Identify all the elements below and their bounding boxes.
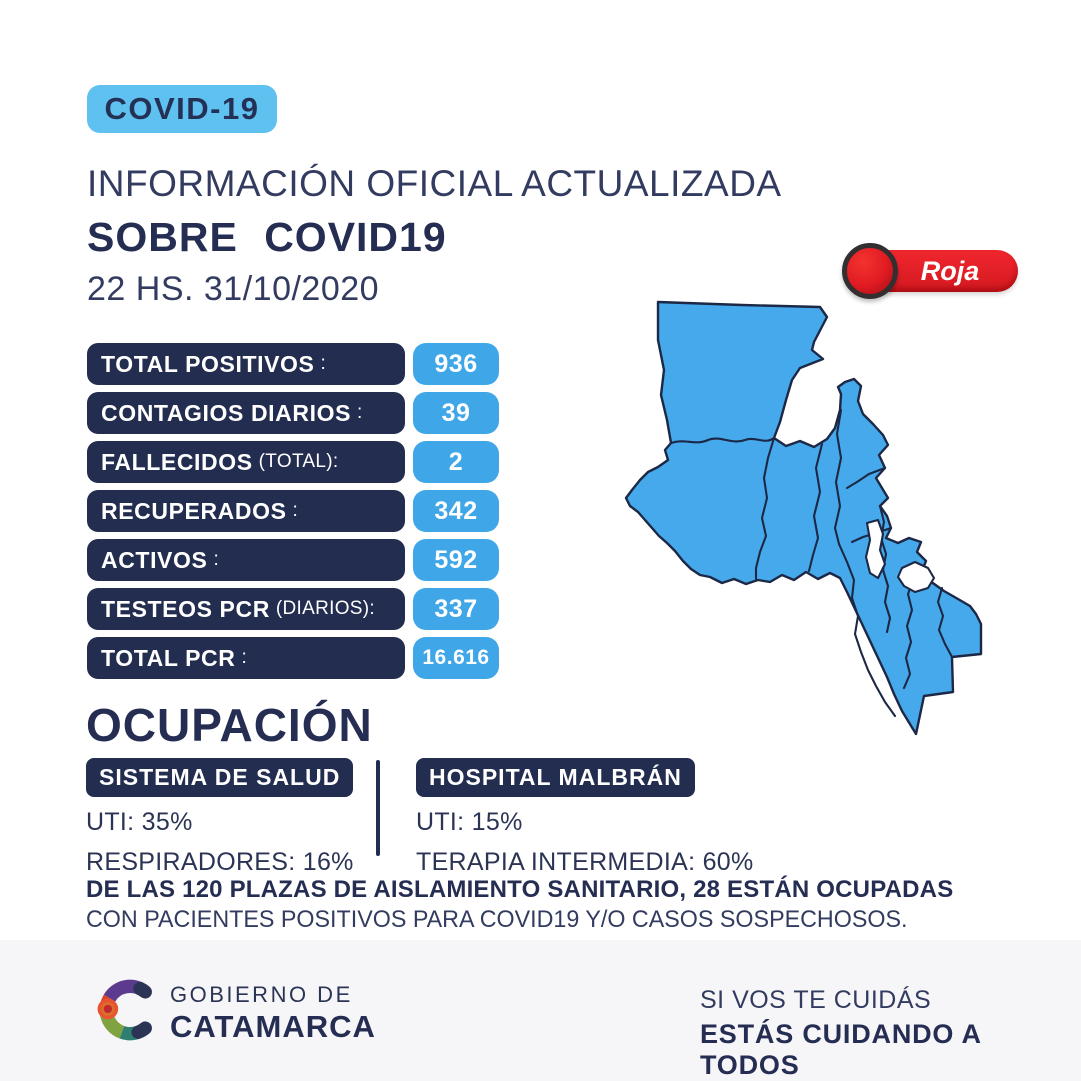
stat-label-note: (DIARIOS): <box>275 598 375 619</box>
stat-row: CONTAGIOS DIARIOS : 39 <box>87 392 587 434</box>
stat-label-note: (TOTAL): <box>258 451 339 472</box>
occupation-title: OCUPACIÓN <box>86 699 373 751</box>
stat-label: TESTEOS PCR <box>101 595 270 622</box>
stat-row: TOTAL PCR : 16.616 <box>87 637 587 679</box>
occupation-stat-line: RESPIRADORES: 16% <box>86 848 354 876</box>
stats-list: TOTAL POSITIVOS : 936 CONTAGIOS DIARIOS … <box>87 343 587 686</box>
stat-label-note: : <box>320 353 327 374</box>
footer-slogan: SI VOS TE CUIDÁS ESTÁS CUIDANDO A TODOS <box>700 986 1081 1081</box>
occupation-column-lines: UTI: 35% RESPIRADORES: 16% <box>86 808 378 877</box>
stat-value: 592 <box>413 539 499 581</box>
occupation-column-header: HOSPITAL MALBRÁN <box>416 758 695 797</box>
occupation-column-header: SISTEMA DE SALUD <box>86 758 354 797</box>
isolation-note-bold: DE LAS 120 PLAZAS DE AISLAMIENTO SANITAR… <box>86 876 954 903</box>
stat-label-note: : <box>357 402 363 423</box>
stat-label: ACTIVOS <box>101 546 208 573</box>
stat-value: 39 <box>413 392 499 434</box>
occupation-column: HOSPITAL MALBRÁN UTI: 15% TERAPIA INTERME… <box>416 758 754 877</box>
occupation-column: SISTEMA DE SALUD UTI: 35% RESPIRADORES: 1… <box>86 758 378 877</box>
stat-value: 342 <box>413 490 499 532</box>
stat-label: FALLECIDOS <box>101 448 253 475</box>
stat-label-box: TOTAL PCR : <box>87 637 405 679</box>
occupation-stat-line: TERAPIA INTERMEDIA: 60% <box>416 848 754 876</box>
department-borders <box>669 408 954 718</box>
stat-label: RECUPERADOS <box>101 497 287 524</box>
occupation-columns: SISTEMA DE SALUD UTI: 35% RESPIRADORES: 1… <box>86 758 786 877</box>
stat-row: TOTAL POSITIVOS : 936 <box>87 343 587 385</box>
report-datetime: 22 HS. 31/10/2020 <box>87 270 380 308</box>
stat-row: TESTEOS PCR (DIARIOS): 337 <box>87 588 587 630</box>
page-subtitle: SOBRE COVID19 <box>87 214 447 260</box>
government-logo-text: GOBIERNO DE CATAMARCA <box>170 982 376 1045</box>
stat-label-note: : <box>213 549 220 570</box>
stat-value: 2 <box>413 441 499 483</box>
logo-line1: GOBIERNO DE <box>170 982 353 1007</box>
footer-bar <box>0 940 1081 1081</box>
stat-row: ACTIVOS : 592 <box>87 539 587 581</box>
stat-value: 936 <box>413 343 499 385</box>
alert-level-dot-icon <box>842 243 898 299</box>
stat-label-note: : <box>292 500 299 521</box>
stat-row: RECUPERADOS : 342 <box>87 490 587 532</box>
covid19-badge: COVID-19 <box>87 85 277 133</box>
stat-label-box: TOTAL POSITIVOS : <box>87 343 405 385</box>
covid19-badge-label: COVID-19 <box>104 91 260 126</box>
slogan-line2: ESTÁS CUIDANDO A TODOS <box>700 1019 981 1080</box>
stat-label-box: ACTIVOS : <box>87 539 405 581</box>
stat-label-box: RECUPERADOS : <box>87 490 405 532</box>
province-outline <box>624 300 983 736</box>
isolation-note-regular: CON PACIENTES POSITIVOS PARA COVID19 Y/O… <box>86 906 908 933</box>
stat-label-box: FALLECIDOS (TOTAL): <box>87 441 405 483</box>
occupation-stat-line: UTI: 15% <box>416 808 523 836</box>
stat-label: TOTAL PCR <box>101 644 236 671</box>
occupation-stat-line: UTI: 35% <box>86 808 193 836</box>
page-title: INFORMACIÓN OFICIAL ACTUALIZADA <box>87 163 782 204</box>
stat-value: 337 <box>413 588 499 630</box>
stat-label-note: : <box>241 647 248 668</box>
logo-line2: CATAMARCA <box>170 1009 376 1044</box>
non-blue-departments <box>864 518 936 594</box>
catamarca-logo-icon <box>97 979 152 1041</box>
stat-label-box: CONTAGIOS DIARIOS : <box>87 392 405 434</box>
occupation-column-lines: UTI: 15% TERAPIA INTERMEDIA: 60% <box>416 808 754 877</box>
alert-level-label: Roja <box>920 255 980 286</box>
stat-label: TOTAL POSITIVOS <box>101 350 315 377</box>
occupation-divider <box>376 760 380 856</box>
stat-label-box: TESTEOS PCR (DIARIOS): <box>87 588 405 630</box>
stat-label: CONTAGIOS DIARIOS <box>101 399 352 426</box>
stat-value: 16.616 <box>413 637 499 679</box>
catamarca-map <box>590 280 1040 740</box>
catamarca-map-svg <box>624 300 983 736</box>
slogan-line1: SI VOS TE CUIDÁS <box>700 986 932 1014</box>
stat-row: FALLECIDOS (TOTAL): 2 <box>87 441 587 483</box>
